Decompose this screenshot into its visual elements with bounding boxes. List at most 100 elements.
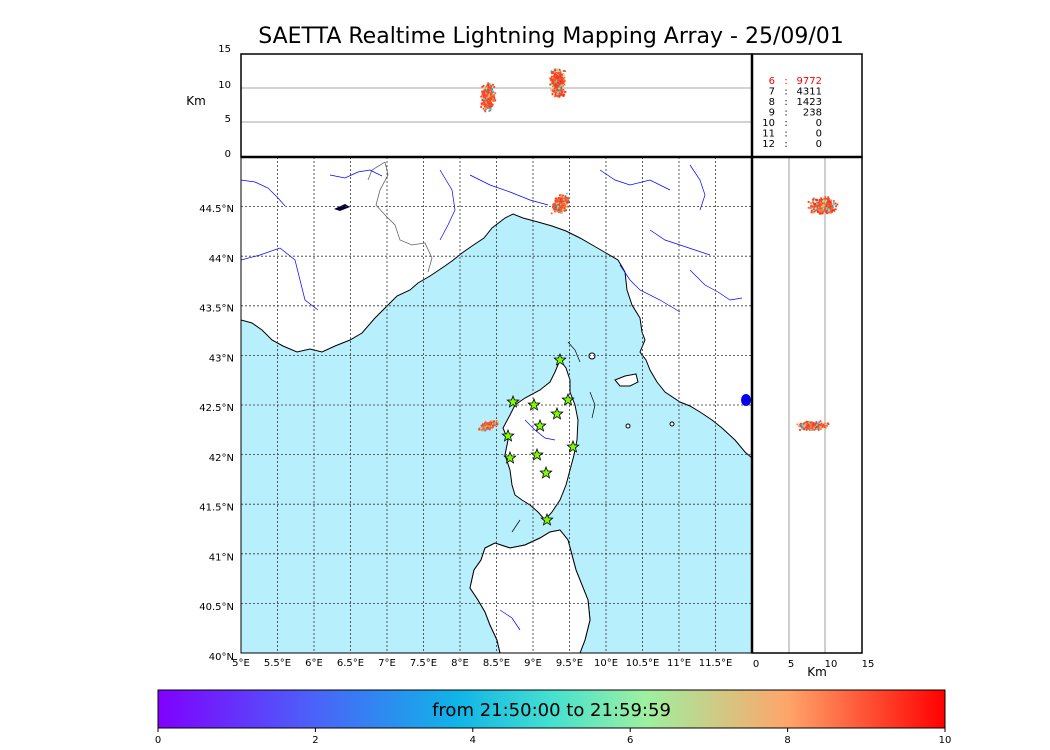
lightning-source-point — [558, 96, 561, 98]
lightning-source-point — [824, 201, 827, 203]
lightning-source-point — [810, 205, 812, 207]
lightning-source-point — [482, 84, 485, 87]
lightning-source-point — [810, 201, 812, 204]
lake — [334, 204, 350, 211]
small-island — [625, 423, 631, 429]
lightning-source-point — [485, 92, 487, 95]
lightning-source-point — [491, 103, 494, 106]
station-count-value: 0 — [816, 129, 822, 140]
lightning-source-point — [566, 197, 568, 200]
lightning-source-point — [559, 198, 562, 201]
lightning-source-point — [825, 197, 827, 200]
lightning-source-point — [557, 82, 559, 84]
lightning-source-point — [561, 80, 564, 82]
lightning-source-point — [480, 427, 483, 429]
lightning-source-point — [562, 95, 565, 98]
lightning-source-point — [557, 200, 560, 203]
lightning-source-point — [480, 429, 483, 432]
lightning-source-point — [835, 205, 837, 208]
lightning-source-point — [555, 202, 558, 205]
lightning-source-point — [562, 90, 565, 93]
lightning-source-point — [559, 94, 562, 97]
station-star-icon — [533, 418, 547, 432]
lightning-source-point — [483, 98, 485, 100]
lightning-source-point — [825, 207, 828, 209]
lightning-source-point — [489, 85, 492, 88]
station-star-icon — [506, 394, 520, 408]
right-xtick-label: 15 — [862, 659, 875, 670]
lightning-source-point — [817, 422, 820, 425]
lightning-source-point — [561, 76, 564, 79]
lightning-source-point — [799, 423, 801, 426]
station-count-separator: : — [784, 108, 787, 119]
lightning-source-point — [824, 196, 827, 198]
lightning-source-point — [567, 199, 570, 202]
station-count-stations: 6 — [769, 76, 775, 87]
lightning-source-point — [798, 424, 801, 427]
lightning-source-point — [487, 84, 490, 87]
lightning-source-point — [554, 209, 557, 212]
lightning-source-point — [558, 87, 560, 90]
lightning-source-point — [555, 197, 558, 200]
lightning-source-point — [822, 424, 825, 426]
lightning-source-point — [818, 421, 821, 424]
lightning-source-point — [553, 80, 556, 82]
lightning-source-point — [815, 199, 818, 201]
sardinia-island — [469, 529, 591, 653]
lightning-source-point — [801, 424, 804, 427]
latitude-label: 44°N — [209, 254, 234, 265]
lightning-source-point — [559, 194, 561, 197]
lightning-source-point — [482, 423, 484, 426]
lightning-source-point — [550, 78, 553, 81]
lightning-source-point — [812, 201, 814, 204]
lightning-source-point — [487, 93, 489, 96]
lightning-source-point — [553, 203, 555, 205]
lightning-source-point — [807, 206, 810, 209]
lightning-source-point — [485, 95, 488, 98]
lightning-source-point — [556, 83, 559, 85]
lightning-source-point — [552, 83, 555, 86]
lightning-source-point — [826, 201, 828, 204]
lightning-source-point — [560, 94, 563, 96]
lightning-source-point — [804, 424, 807, 427]
latitude-label: 44.5°N — [199, 204, 234, 215]
lightning-source-point — [808, 427, 811, 430]
lightning-source-point — [829, 205, 832, 208]
lightning-source-point — [553, 95, 556, 98]
lightning-source-point — [551, 93, 554, 96]
station-star-icon — [540, 512, 554, 526]
lightning-source-point — [563, 206, 566, 209]
lightning-source-point — [557, 197, 560, 199]
figure-title: SAETTA Realtime Lightning Mapping Array … — [258, 24, 844, 49]
lightning-source-point — [558, 74, 561, 77]
station-star-icon — [553, 352, 567, 366]
lightning-source-point — [803, 422, 806, 425]
lightning-source-point — [563, 93, 566, 96]
lightning-source-point — [829, 209, 832, 212]
longitude-label: 9°E — [524, 658, 542, 669]
lightning-source-point — [484, 93, 487, 96]
lightning-source-point — [558, 68, 561, 71]
latitude-tick-labels: 44.5°N 44°N 43.5°N 43°N 42.5°N 42°N 41.5°N 41°N… — [199, 204, 234, 663]
lightning-source-point — [813, 429, 816, 431]
lightning-source-point — [818, 426, 821, 428]
lightning-source-point — [484, 427, 487, 430]
lightning-source-point — [483, 91, 486, 94]
right-xtick-label: 5 — [788, 659, 794, 670]
lightning-source-point — [490, 103, 493, 105]
lightning-source-point — [559, 75, 562, 78]
lightning-source-point — [489, 108, 492, 111]
river — [599, 169, 671, 191]
lightning-source-point — [490, 86, 492, 89]
lightning-source-point — [554, 72, 557, 75]
lightning-source-point — [796, 423, 799, 426]
lightning-source-point — [828, 199, 830, 202]
river — [469, 174, 549, 206]
colorbar-ticks: 0 2 4 6 8 10 — [155, 728, 951, 746]
lightning-source-point — [834, 202, 837, 205]
lightning-source-point — [832, 206, 834, 209]
lightning-source-point — [485, 105, 488, 107]
lightning-source-point — [562, 77, 565, 80]
station-star-icon — [561, 392, 575, 406]
lightning-source-point — [487, 90, 490, 92]
